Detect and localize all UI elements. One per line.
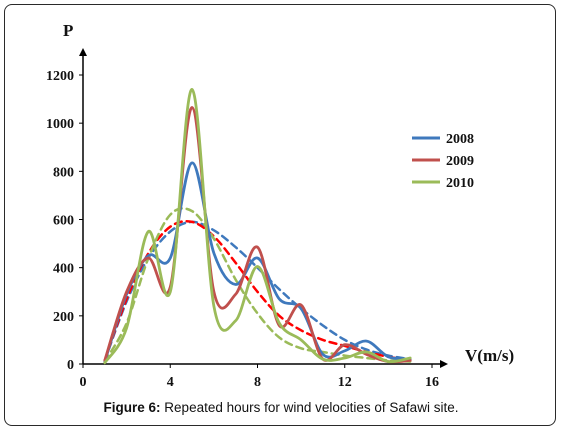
fit-curve-4 bbox=[103, 219, 412, 362]
y-tick-label: 1000 bbox=[46, 117, 74, 132]
x-tick-label: 16 bbox=[425, 375, 439, 390]
figure-frame bbox=[4, 4, 556, 426]
series-line-2009 bbox=[103, 106, 412, 364]
y-tick-label: 1200 bbox=[46, 69, 74, 84]
legend-label-2008: 2008 bbox=[446, 132, 474, 147]
y-tick-label: 400 bbox=[53, 262, 74, 277]
legend-label-2010: 2010 bbox=[446, 176, 474, 191]
x-tick-label: 12 bbox=[338, 375, 352, 390]
legend-label-2009: 2009 bbox=[446, 154, 474, 169]
series-layer bbox=[103, 87, 412, 365]
axes: 0 200 400 600 800 1000 1200 0 4 8 12 16 P V(m/s) bbox=[46, 21, 514, 390]
caption-label: Figure 6: bbox=[103, 400, 161, 415]
y-tick-label: 0 bbox=[67, 358, 74, 373]
y-tick-label: 800 bbox=[53, 165, 74, 180]
x-axis-title: V(m/s) bbox=[465, 346, 514, 365]
y-axis-arrow bbox=[79, 48, 87, 56]
figure-caption: Figure 6: Repeated hours for wind veloci… bbox=[0, 400, 562, 415]
x-axis-arrow bbox=[440, 360, 448, 368]
fit-curve-5 bbox=[103, 207, 412, 363]
series-line-2010 bbox=[103, 87, 412, 365]
y-axis-title: P bbox=[63, 21, 73, 40]
legend: 2008 2009 2010 bbox=[412, 132, 474, 191]
caption-text: Repeated hours for wind velocities of Sa… bbox=[160, 400, 459, 415]
x-tick-label: 8 bbox=[254, 375, 261, 390]
x-tick-label: 0 bbox=[80, 375, 87, 390]
y-tick-label: 200 bbox=[53, 310, 74, 325]
x-tick-label: 4 bbox=[167, 375, 174, 390]
series-line-2008 bbox=[103, 161, 412, 363]
y-tick-label: 600 bbox=[53, 214, 74, 229]
